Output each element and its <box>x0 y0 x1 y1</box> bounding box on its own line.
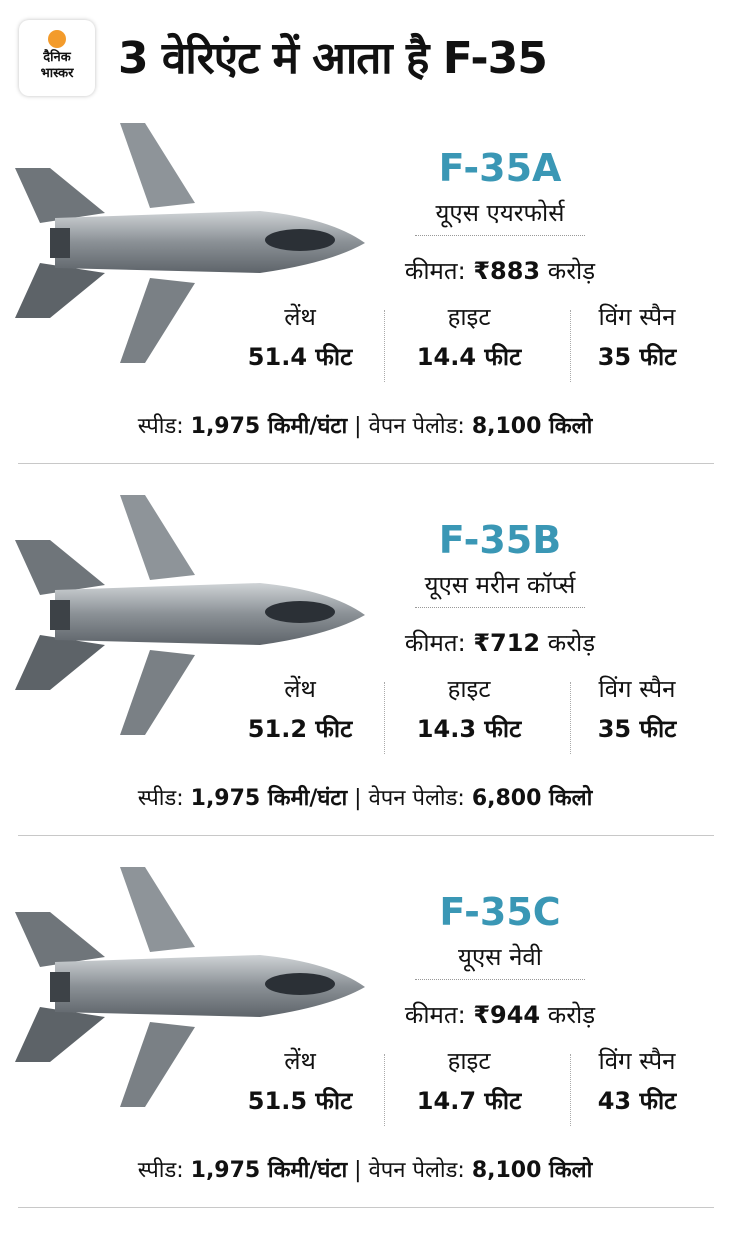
height-value: 14.3 फीट <box>416 715 522 743</box>
variant-name: F-35B <box>438 518 562 562</box>
jet-image <box>10 495 370 735</box>
height-label: हाइट <box>447 675 491 703</box>
divider <box>415 607 585 608</box>
length-label: लेंथ <box>284 1047 316 1075</box>
wingspan-value: 35 फीट <box>597 343 677 371</box>
logo-line-1: दैनिक <box>43 50 71 65</box>
jet-image <box>10 123 370 363</box>
variant-name: F-35C <box>439 890 561 934</box>
speed-label: स्पीड: <box>137 414 184 439</box>
wingspan-label: विंग स्पैन <box>598 1047 676 1075</box>
payload-label: वेपन पेलोड: <box>368 1158 465 1183</box>
wingspan-label: विंग स्पैन <box>598 303 676 331</box>
length-stat: लेंथ 51.5 फीट <box>215 1044 385 1117</box>
price-label: कीमत: <box>404 629 466 657</box>
speed-payload-line: स्पीड: 1,975 किमी/घंटा | वेपन पेलोड: 6,8… <box>137 786 593 811</box>
length-stat: लेंथ 51.2 फीट <box>215 672 385 745</box>
length-value: 51.5 फीट <box>247 1087 353 1115</box>
height-value: 14.4 फीट <box>416 343 522 371</box>
separator <box>570 1054 571 1126</box>
variant-name: F-35A <box>438 146 562 190</box>
variant-card-f-35a: F-35A यूएस एयरफोर्स कीमत: ₹883 करोड़ लें… <box>0 118 730 490</box>
operator: यूएस मरीन कॉर्प्स <box>424 571 576 599</box>
payload-label: वेपन पेलोड: <box>368 786 465 811</box>
sun-icon <box>48 30 66 48</box>
length-value: 51.2 फीट <box>247 715 353 743</box>
speed-payload-line: स्पीड: 1,975 किमी/घंटा | वेपन पेलोड: 8,1… <box>137 414 593 439</box>
wingspan-value: 43 फीट <box>597 1087 677 1115</box>
price-label: कीमत: <box>404 1001 466 1029</box>
wingspan-stat: विंग स्पैन 35 फीट <box>552 300 722 373</box>
length-label: लेंथ <box>284 675 316 703</box>
page-title: 3 वेरिएंट में आता है F-35 <box>118 33 548 84</box>
speed-value: 1,975 किमी/घंटा <box>190 786 348 811</box>
separator <box>570 310 571 382</box>
speed-payload-line: स्पीड: 1,975 किमी/घंटा | वेपन पेलोड: 8,1… <box>137 1158 593 1183</box>
price-unit: करोड़ <box>547 629 596 657</box>
wingspan-stat: विंग स्पैन 43 फीट <box>552 1044 722 1117</box>
payload-label: वेपन पेलोड: <box>368 414 465 439</box>
speed-label: स्पीड: <box>137 786 184 811</box>
payload-value: 8,100 किलो <box>471 414 593 439</box>
variant-card-f-35b: F-35B यूएस मरीन कॉर्प्स कीमत: ₹712 करोड़… <box>0 490 730 862</box>
divider <box>415 979 585 980</box>
section-divider <box>18 835 714 836</box>
operator: यूएस नेवी <box>458 943 542 971</box>
section-divider <box>18 1207 714 1208</box>
price: कीमत: ₹883 करोड़ <box>380 254 620 287</box>
divider <box>415 235 585 236</box>
speed-value: 1,975 किमी/घंटा <box>190 414 348 439</box>
variant-card-f-35c: F-35C यूएस नेवी कीमत: ₹944 करोड़ लेंथ 51.… <box>0 862 730 1234</box>
separator <box>384 310 385 382</box>
price-unit: करोड़ <box>547 257 596 285</box>
height-label: हाइट <box>447 303 491 331</box>
payload-value: 8,100 किलो <box>471 1158 593 1183</box>
price-value: ₹944 <box>473 1001 541 1029</box>
separator <box>570 682 571 754</box>
speed-label: स्पीड: <box>137 1158 184 1183</box>
height-label: हाइट <box>447 1047 491 1075</box>
height-value: 14.7 फीट <box>416 1087 522 1115</box>
price-value: ₹712 <box>473 629 541 657</box>
price-label: कीमत: <box>404 257 466 285</box>
wingspan-value: 35 फीट <box>597 715 677 743</box>
length-value: 51.4 फीट <box>247 343 353 371</box>
price-unit: करोड़ <box>547 1001 596 1029</box>
wingspan-label: विंग स्पैन <box>598 675 676 703</box>
separator <box>384 1054 385 1126</box>
separator <box>384 682 385 754</box>
price-value: ₹883 <box>473 257 541 285</box>
jet-image <box>10 867 370 1107</box>
operator: यूएस एयरफोर्स <box>435 199 565 227</box>
wingspan-stat: विंग स्पैन 35 फीट <box>552 672 722 745</box>
section-divider <box>18 463 714 464</box>
price: कीमत: ₹944 करोड़ <box>380 998 620 1031</box>
length-stat: लेंथ 51.4 फीट <box>215 300 385 373</box>
price: कीमत: ₹712 करोड़ <box>380 626 620 659</box>
height-stat: हाइट 14.3 फीट <box>384 672 554 745</box>
speed-value: 1,975 किमी/घंटा <box>190 1158 348 1183</box>
payload-value: 6,800 किलो <box>471 786 593 811</box>
dainik-bhaskar-logo: दैनिक भास्कर <box>19 20 95 96</box>
logo-line-2: भास्कर <box>40 66 74 81</box>
height-stat: हाइट 14.7 फीट <box>384 1044 554 1117</box>
length-label: लेंथ <box>284 303 316 331</box>
height-stat: हाइट 14.4 फीट <box>384 300 554 373</box>
